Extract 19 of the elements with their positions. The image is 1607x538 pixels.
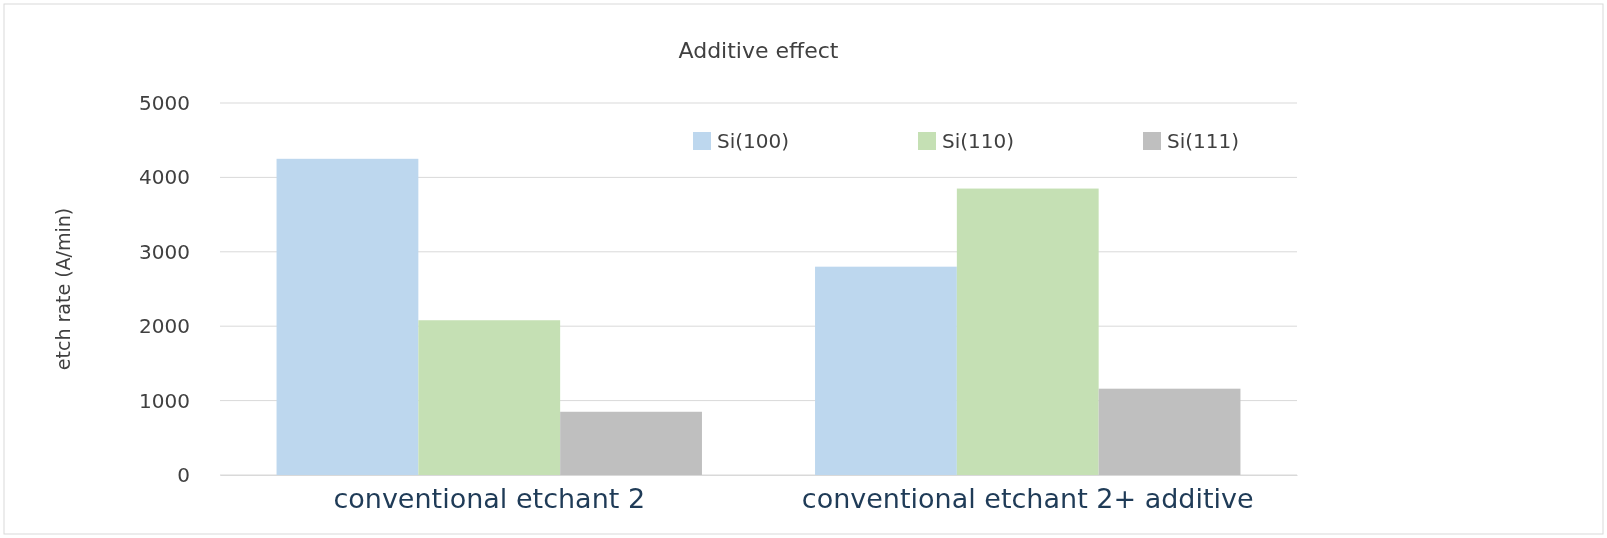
bar <box>956 188 1099 475</box>
bar <box>418 320 561 475</box>
bar <box>1098 388 1241 475</box>
bar <box>276 158 419 475</box>
x-tick-label: conventional etchant 2 <box>333 483 646 515</box>
x-tick-label: conventional etchant 2+ additive <box>801 483 1254 515</box>
chart-title: Additive effect <box>678 38 839 63</box>
y-tick-label: 3000 <box>139 239 190 264</box>
legend-label: Si(110) <box>942 129 1015 153</box>
y-tick-label: 2000 <box>139 314 190 339</box>
y-tick-label: 0 <box>177 462 190 487</box>
bar <box>560 411 702 475</box>
y-axis-title: etch rate (A/min) <box>52 207 74 371</box>
y-tick-label: 4000 <box>139 165 190 190</box>
legend-label: Si(111) <box>1167 129 1240 153</box>
bar <box>815 266 957 475</box>
legend-label: Si(100) <box>717 129 790 153</box>
y-tick-label: 5000 <box>139 90 190 115</box>
y-tick-label: 1000 <box>139 388 190 413</box>
